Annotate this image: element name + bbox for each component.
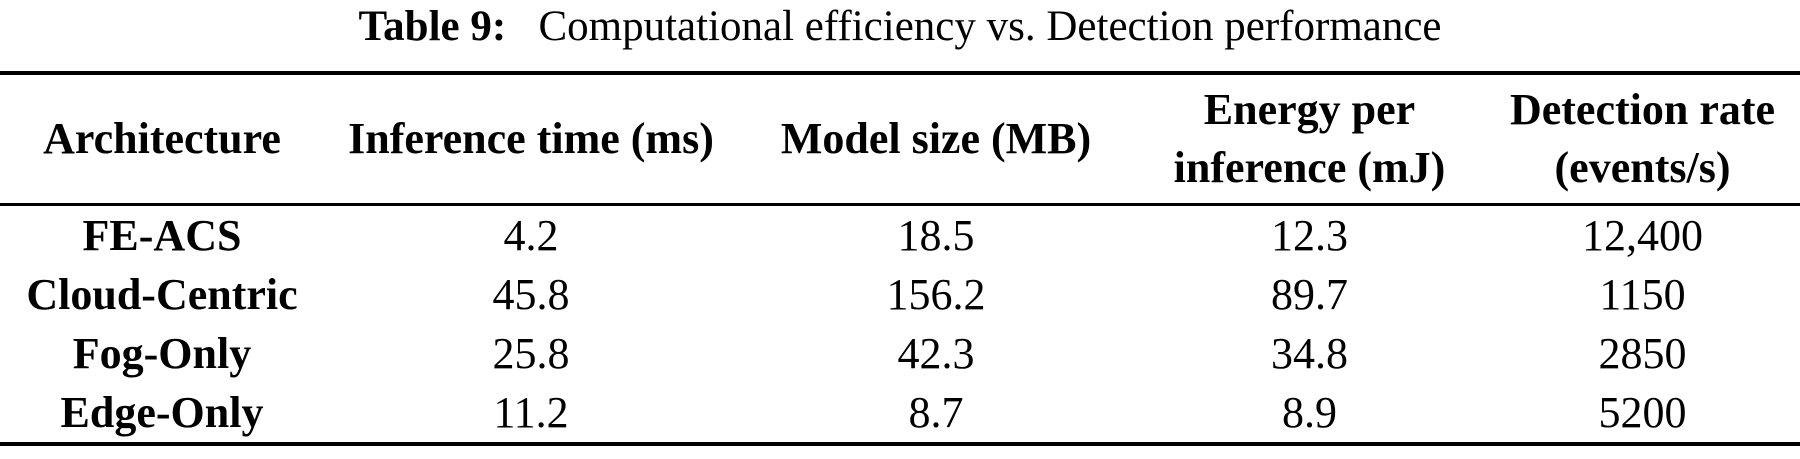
table-caption-text: Computational efficiency vs. Detection p…	[538, 3, 1442, 50]
table-row-edge-only: Edge-Only 11.2 8.7 8.9 5200	[0, 383, 1800, 444]
header-detection-rate: Detection rate (events/s)	[1485, 73, 1800, 207]
cell-energy: 8.9	[1282, 388, 1337, 438]
cell-energy: 12.3	[1271, 211, 1348, 261]
header-model-size: Model size (MB)	[738, 73, 1134, 207]
header-architecture: Architecture	[0, 73, 324, 207]
cell-model-size: 42.3	[897, 329, 975, 379]
table-caption: Table 9: Computational efficiency vs. De…	[0, 0, 1800, 50]
cell-architecture: Fog-Only	[72, 329, 252, 379]
cell-energy: 34.8	[1271, 329, 1348, 379]
cell-inference-time: 11.2	[493, 388, 569, 438]
cell-detection-rate: 2850	[1598, 329, 1687, 379]
caption-spacer	[517, 3, 539, 50]
cell-architecture: Cloud-Centric	[26, 270, 298, 320]
header-energy-per-inference: Energy per inference (mJ)	[1134, 73, 1485, 207]
table-row-cloud-centric: Cloud-Centric 45.8 156.2 89.7 1150	[0, 265, 1800, 324]
cell-model-size: 18.5	[897, 211, 975, 261]
cell-inference-time: 4.2	[503, 211, 559, 261]
cell-energy: 89.7	[1271, 270, 1348, 320]
cell-inference-time: 45.8	[492, 270, 570, 320]
cell-model-size: 8.7	[908, 388, 964, 438]
cell-detection-rate: 1150	[1599, 270, 1686, 320]
header-inference-time: Inference time (ms)	[324, 73, 738, 207]
cell-architecture: FE-ACS	[82, 211, 242, 261]
cell-inference-time: 25.8	[492, 329, 570, 379]
cell-detection-rate: 12,400	[1582, 211, 1703, 261]
table-caption-label: Table 9:	[358, 3, 507, 50]
cell-model-size: 156.2	[886, 270, 986, 320]
table-row-fe-acs: FE-ACS 4.2 18.5 12.3 12,400	[0, 205, 1800, 266]
cell-architecture: Edge-Only	[60, 388, 264, 438]
results-table: Architecture Inference time (ms) Model s…	[0, 71, 1800, 447]
table-row-fog-only: Fog-Only 25.8 42.3 34.8 2850	[0, 324, 1800, 383]
cell-detection-rate: 5200	[1598, 388, 1687, 438]
table-header-row: Architecture Inference time (ms) Model s…	[0, 73, 1800, 207]
